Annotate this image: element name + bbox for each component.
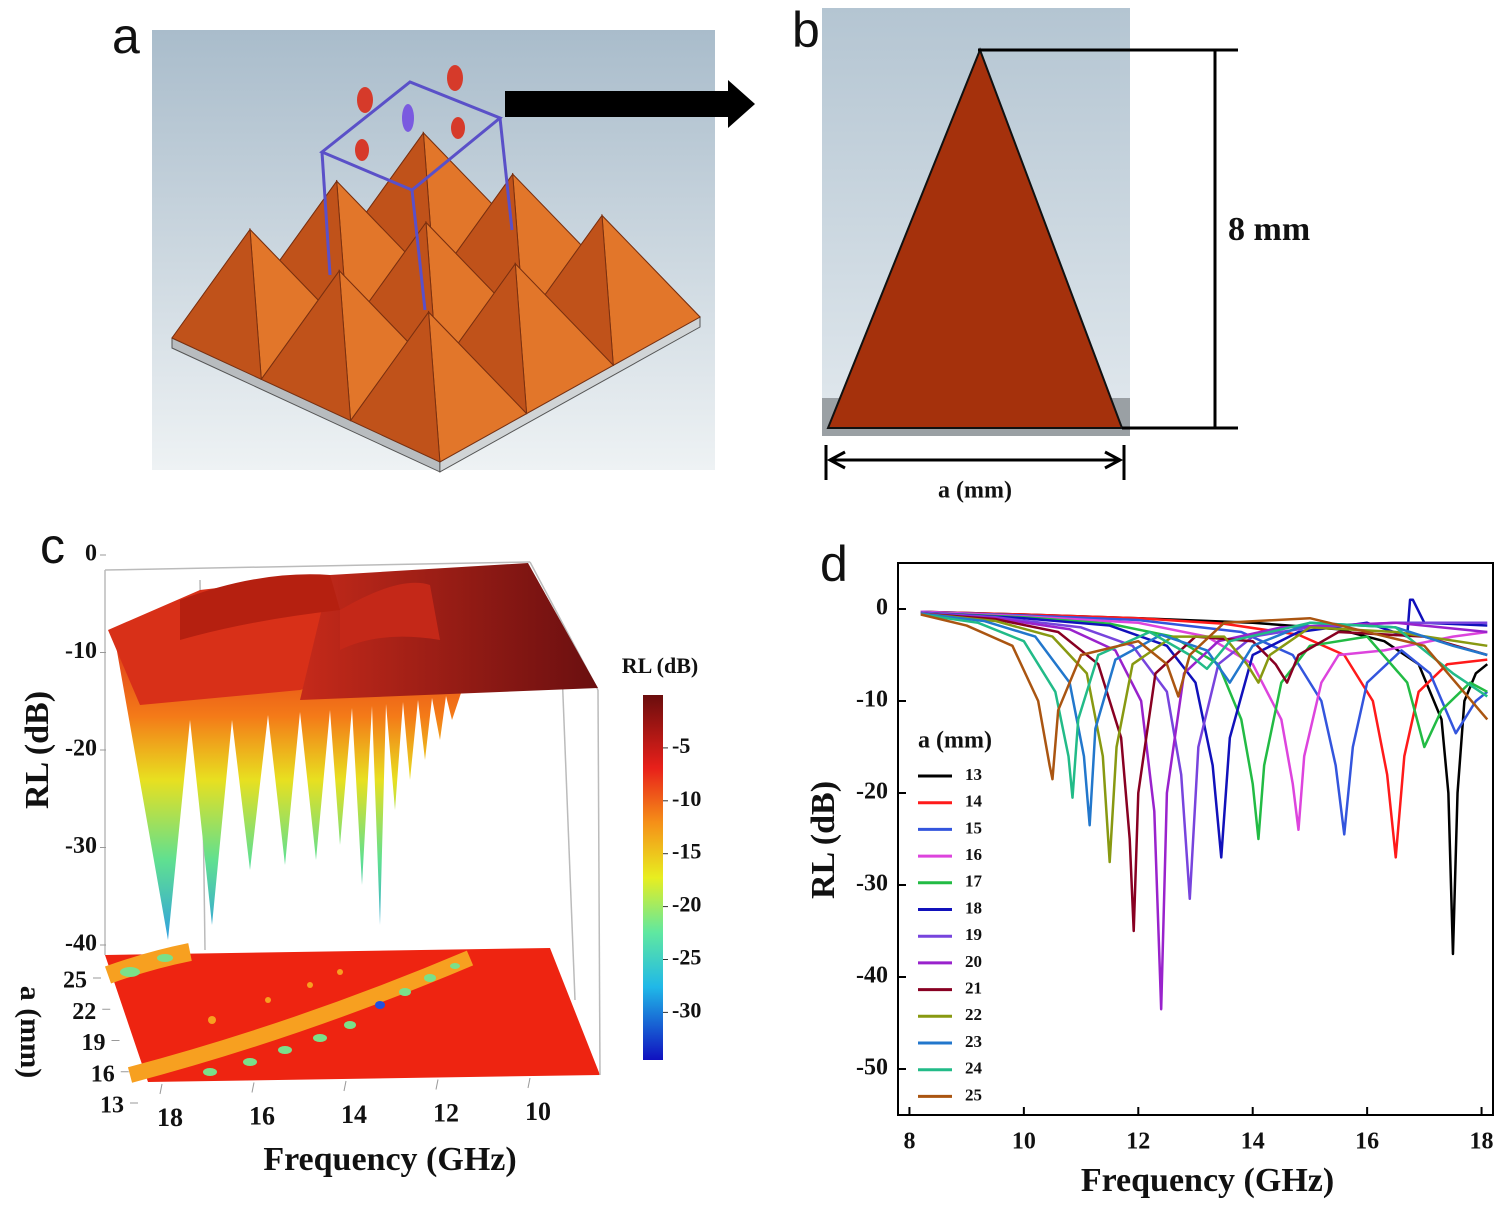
- legend-label: 19: [965, 925, 982, 944]
- z-tick-label: -30: [65, 833, 97, 859]
- series-line: [920, 598, 1488, 859]
- surface-plot: [104, 561, 601, 1083]
- y-tick-label: -30: [856, 871, 888, 897]
- legend-label: 25: [965, 1085, 982, 1104]
- series-line: [920, 612, 1488, 864]
- surface-axes: 0 -10 -20 -30 -40 25 22 19 16 13 18 16 14 12 10 -5 -10 -1…: [63, 541, 701, 1132]
- x-tick-label: 12: [433, 1098, 459, 1127]
- z-tick-label: 0: [85, 541, 97, 567]
- x-tick-label: 16: [1355, 1129, 1379, 1155]
- colorbar-tick-label: -10: [672, 786, 701, 811]
- tick-mark: [435, 1079, 439, 1090]
- panel-label: b: [792, 2, 820, 58]
- y-tick-label: -40: [856, 963, 888, 989]
- legend-label: 23: [965, 1032, 982, 1051]
- legend-label: 18: [965, 898, 982, 917]
- legend-label: 24: [965, 1059, 983, 1078]
- z-tick-label: -40: [65, 931, 97, 957]
- legend-title: a (mm): [918, 728, 992, 754]
- x-tick-label: 18: [1470, 1129, 1494, 1155]
- x-tick-label: 10: [1012, 1129, 1036, 1155]
- y-tick-label: -20: [856, 779, 888, 805]
- tick-mark: [343, 1080, 347, 1092]
- a-tick-label: 16: [91, 1061, 115, 1087]
- height-label: 8 mm: [1228, 211, 1310, 248]
- x-tick-label: 14: [341, 1100, 367, 1129]
- legend-label: 20: [965, 952, 982, 971]
- a-tick-label: 25: [63, 968, 87, 994]
- series-line: [920, 610, 1489, 836]
- panel-label: a: [112, 8, 140, 64]
- x-axis-label: Frequency (GHz): [263, 1141, 516, 1178]
- x-tick-label: 12: [1126, 1129, 1150, 1155]
- colorbar-label: RL (dB): [622, 653, 698, 678]
- plot-frame: [897, 562, 1494, 1116]
- x-tick-label: 8: [903, 1129, 915, 1155]
- colorbar-tick-label: -5: [672, 733, 690, 758]
- a-tick-label: 19: [82, 1030, 106, 1056]
- legend-label: 16: [965, 845, 982, 864]
- a-tick-label: 13: [100, 1093, 124, 1119]
- legend-label: 14: [965, 792, 983, 811]
- pyramid-face: [260, 269, 352, 422]
- tick-mark: [251, 1082, 255, 1093]
- pyramid-profile: [826, 47, 1124, 429]
- colorbar: [643, 695, 663, 1060]
- z-tick-label: -20: [65, 736, 97, 762]
- width-label: a (mm): [938, 478, 1012, 504]
- tick-mark: [159, 1083, 163, 1095]
- ports: [355, 65, 465, 161]
- x-tick-label: 14: [1241, 1129, 1265, 1155]
- y-tick-label: -50: [856, 1055, 888, 1081]
- z-tick-label: -10: [65, 638, 97, 664]
- x-tick-label: 18: [157, 1103, 183, 1132]
- series-line: [920, 613, 1489, 781]
- line-chart: 8 10 12 14 16 18 0 -10 -20 -30 -40 -50 Frequency (GH…: [805, 562, 1494, 1199]
- legend-label: 22: [965, 1005, 982, 1024]
- colorbar-tick-label: -15: [672, 839, 701, 864]
- legend-label: 15: [965, 818, 982, 837]
- colorbar-tick-label: -30: [672, 997, 701, 1022]
- pyramid-array: [171, 131, 701, 473]
- pyramid-face: [171, 228, 262, 381]
- panel-label: c: [40, 518, 65, 574]
- x-tick-label: 16: [249, 1101, 275, 1130]
- a-axis-label: a (mm): [14, 986, 47, 1078]
- colorbar-tick-label: -25: [672, 945, 701, 970]
- series-line: [920, 610, 1488, 859]
- arrow: [505, 80, 755, 128]
- panel-label: d: [820, 536, 848, 592]
- y-tick-label: -10: [856, 687, 888, 713]
- a-tick-label: 22: [72, 999, 96, 1025]
- x-tick-label: 10: [525, 1097, 551, 1126]
- legend-label: 13: [965, 765, 982, 784]
- tick-mark: [527, 1077, 531, 1089]
- x-axis-label: Frequency (GHz): [1081, 1162, 1334, 1199]
- series-line: [920, 612, 1488, 1011]
- unit-cell-box: [319, 80, 514, 311]
- z-axis-label: RL (dB): [19, 691, 56, 809]
- legend-label: 17: [965, 872, 983, 891]
- dimension-lines: [824, 48, 1238, 480]
- legend-label: 21: [965, 979, 982, 998]
- y-axis-label: RL (dB): [805, 781, 842, 899]
- pyramid-face: [349, 310, 441, 463]
- colorbar-tick-label: -20: [672, 892, 701, 917]
- y-tick-label: 0: [876, 595, 888, 621]
- series-line: [920, 610, 1488, 832]
